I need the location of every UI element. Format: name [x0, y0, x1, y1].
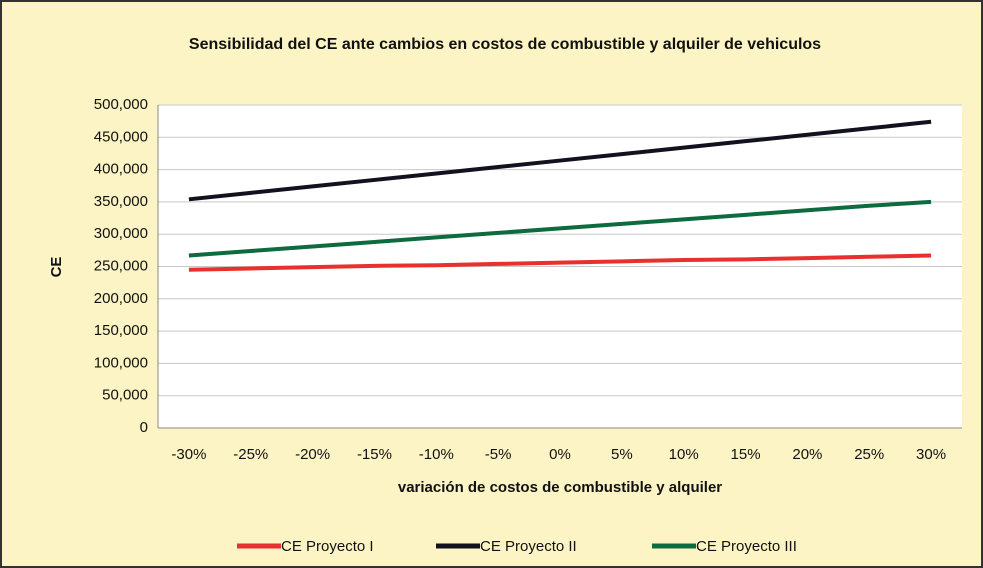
chart-title: Sensibilidad del CE ante cambios en cost…	[188, 36, 822, 53]
x-tick-label: 5%	[611, 446, 633, 463]
x-tick-label: -5%	[485, 446, 512, 463]
x-tick-label: -15%	[357, 446, 392, 463]
x-tick-label: 30%	[916, 446, 946, 463]
legend-label: CE Proyecto III	[696, 538, 797, 555]
y-tick-label: 50,000	[102, 387, 148, 404]
x-tick-label: 0%	[549, 446, 571, 463]
y-tick-label: 450,000	[94, 128, 148, 145]
x-tick-label: -20%	[295, 446, 330, 463]
data-line	[188, 199, 932, 258]
y-axis-label: CE	[48, 257, 65, 278]
y-tick-label: 500,000	[94, 96, 148, 113]
legend-label: CE Proyecto II	[480, 538, 577, 555]
data-line	[188, 253, 932, 272]
x-tick-label: 25%	[854, 446, 884, 463]
y-tick-label: 100,000	[94, 354, 148, 371]
y-tick-label: 250,000	[94, 257, 148, 274]
y-tick-label: 400,000	[94, 161, 148, 178]
x-tick-label: 15%	[731, 446, 761, 463]
x-axis-label: variación de costos de combustible y alq…	[398, 479, 722, 496]
x-tick-label: 10%	[669, 446, 699, 463]
y-tick-label: 150,000	[94, 322, 148, 339]
y-tick-label: 350,000	[94, 193, 148, 210]
y-tick-label: 0	[140, 419, 148, 436]
x-tick-label: -30%	[171, 446, 206, 463]
y-tick-label: 300,000	[94, 225, 148, 242]
legend-label: CE Proyecto I	[281, 538, 374, 555]
data-line	[188, 119, 932, 202]
x-tick-label: -10%	[419, 446, 454, 463]
x-tick-label: 20%	[792, 446, 822, 463]
x-tick-label: -25%	[233, 446, 268, 463]
y-tick-label: 200,000	[94, 290, 148, 307]
